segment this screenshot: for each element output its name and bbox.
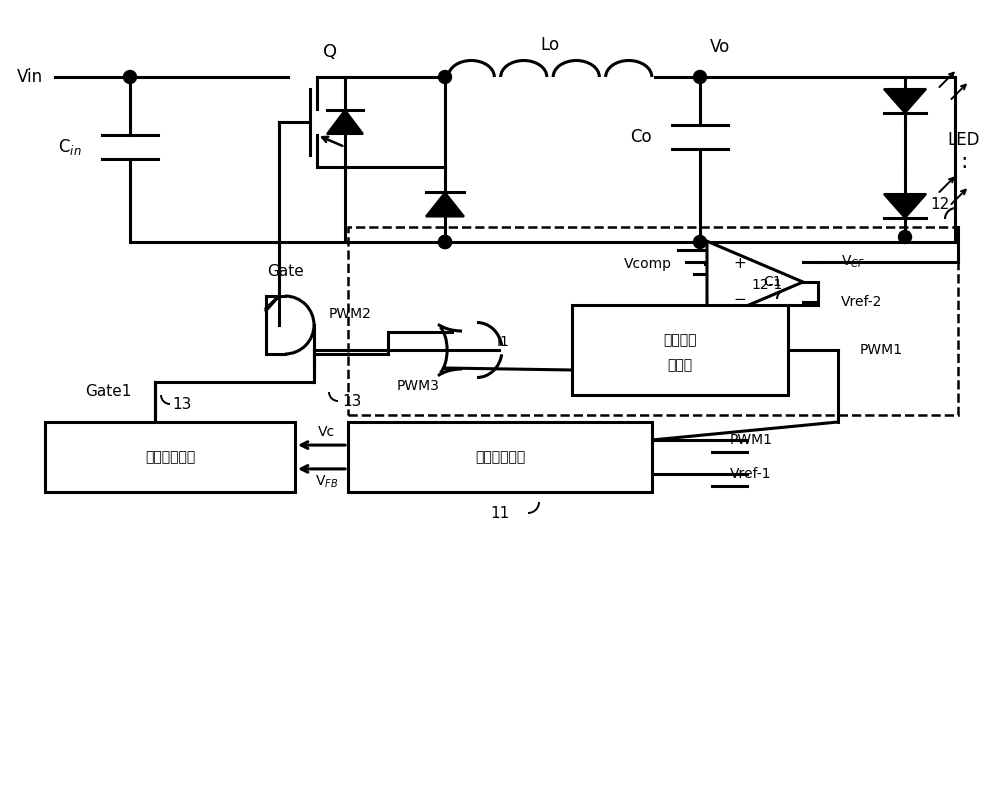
Text: 占空比转: 占空比转 xyxy=(663,333,697,347)
Text: Gate1: Gate1 xyxy=(86,384,132,399)
Text: 换电路: 换电路 xyxy=(667,358,693,372)
Text: 12-1: 12-1 xyxy=(752,278,783,292)
Circle shape xyxy=(124,70,136,84)
Text: 13: 13 xyxy=(342,395,361,410)
Circle shape xyxy=(438,70,452,84)
Text: I1: I1 xyxy=(497,335,510,349)
Bar xyxy=(348,422,652,492)
Text: Vcomp: Vcomp xyxy=(624,257,672,271)
Circle shape xyxy=(438,235,452,249)
Text: 逻辑控制电路: 逻辑控制电路 xyxy=(145,450,195,464)
Text: Vin: Vin xyxy=(17,68,43,86)
Text: :: : xyxy=(960,152,968,172)
Bar xyxy=(572,305,788,395)
Text: LED: LED xyxy=(947,131,980,149)
Circle shape xyxy=(694,235,706,249)
Text: Vref-1: Vref-1 xyxy=(730,467,772,481)
Circle shape xyxy=(694,70,706,84)
Text: C1: C1 xyxy=(764,275,782,289)
Text: C$_{in}$: C$_{in}$ xyxy=(58,137,82,157)
Polygon shape xyxy=(426,193,464,217)
Text: PWM1: PWM1 xyxy=(860,343,903,357)
Bar xyxy=(45,422,295,492)
Polygon shape xyxy=(327,110,363,134)
Polygon shape xyxy=(884,194,926,218)
Bar xyxy=(348,227,958,415)
Circle shape xyxy=(899,230,912,244)
Text: Co: Co xyxy=(630,128,652,146)
Text: 调光控制电路: 调光控制电路 xyxy=(475,450,525,464)
Text: 11: 11 xyxy=(490,507,510,521)
Text: Q: Q xyxy=(323,43,337,61)
Text: V$_{FB}$: V$_{FB}$ xyxy=(315,473,338,490)
Text: Vc: Vc xyxy=(318,425,335,439)
Text: V$_{CF}$: V$_{CF}$ xyxy=(841,253,865,270)
Text: PWM1: PWM1 xyxy=(730,433,773,447)
Circle shape xyxy=(438,235,452,249)
Text: Vref-2: Vref-2 xyxy=(841,295,882,309)
Text: PWM2: PWM2 xyxy=(329,307,372,321)
Text: Gate: Gate xyxy=(267,264,303,278)
Text: +: + xyxy=(734,257,746,272)
Text: −: − xyxy=(734,292,746,308)
Text: 13: 13 xyxy=(172,398,191,413)
Polygon shape xyxy=(707,241,803,323)
Text: 12: 12 xyxy=(931,198,950,213)
Polygon shape xyxy=(884,89,926,113)
Text: Lo: Lo xyxy=(540,36,560,54)
Text: PWM3: PWM3 xyxy=(397,379,439,393)
Text: Vo: Vo xyxy=(710,38,730,56)
